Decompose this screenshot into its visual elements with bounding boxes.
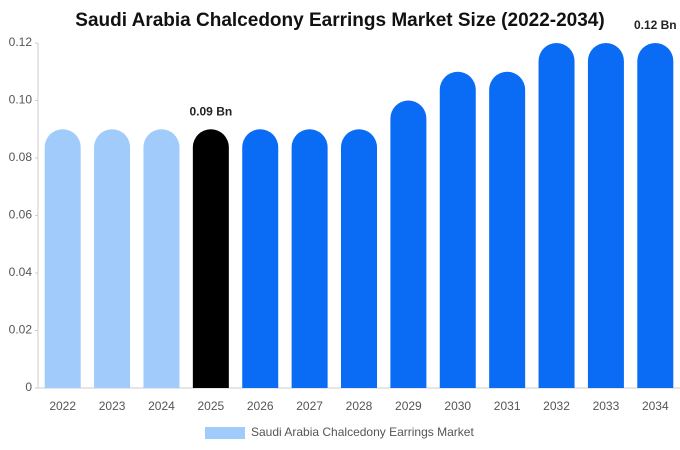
bar (341, 129, 377, 388)
x-tick-label: 2022 (49, 399, 76, 413)
x-tick-label: 2031 (494, 399, 521, 413)
x-tick-label: 2033 (593, 399, 620, 413)
bar (637, 43, 674, 388)
y-tick-label: 0.08 (9, 150, 33, 164)
bar (587, 43, 624, 388)
x-tick-label: 2032 (543, 399, 570, 413)
legend-swatch (205, 427, 245, 439)
x-tick-label: 2034 (642, 399, 669, 413)
x-tick-label: 2027 (296, 399, 323, 413)
bar (242, 129, 279, 388)
bar (291, 129, 328, 388)
bar (44, 129, 81, 388)
y-tick-label: 0.12 (9, 35, 33, 49)
y-tick-label: 0.02 (9, 323, 33, 337)
bar (390, 100, 427, 388)
bar (439, 71, 476, 388)
bar (143, 129, 180, 388)
x-tick-label: 2026 (247, 399, 274, 413)
value-label: 0.09 Bn (190, 104, 233, 118)
value-label: 0.12 Bn (634, 18, 677, 32)
bar (94, 129, 131, 388)
y-tick-label: 0.04 (9, 265, 33, 279)
y-tick-label: 0.10 (9, 93, 33, 107)
y-tick-label: 0.06 (9, 208, 33, 222)
bar (538, 43, 575, 388)
x-tick-label: 2028 (346, 399, 373, 413)
chart-title: Saudi Arabia Chalcedony Earrings Market … (75, 10, 604, 31)
y-tick-label: 0 (25, 380, 32, 394)
x-tick-label: 2029 (395, 399, 422, 413)
bar (489, 71, 526, 388)
bar (192, 129, 229, 388)
x-tick-label: 2030 (444, 399, 471, 413)
x-tick-label: 2024 (148, 399, 175, 413)
x-tick-label: 2023 (99, 399, 126, 413)
legend-label: Saudi Arabia Chalcedony Earrings Market (251, 425, 474, 439)
x-tick-label: 2025 (197, 399, 224, 413)
